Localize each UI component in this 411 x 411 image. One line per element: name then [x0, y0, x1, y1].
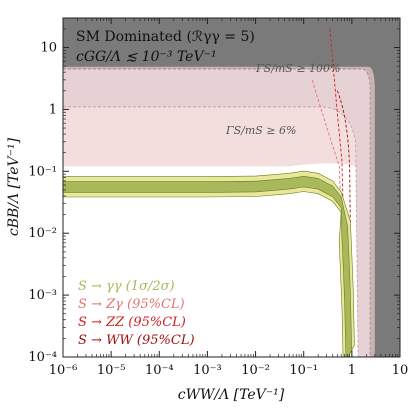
x-axis-label: cWW/Λ [TeV⁻¹] — [178, 387, 285, 403]
legend-entry-gamma-gamma: S → γγ (1σ/2σ) — [78, 279, 175, 294]
band-gamma-gamma-1sigma — [63, 175, 353, 357]
annotation-width-100: ΓS/mS ≥ 100% — [255, 62, 341, 75]
contour-width-100 — [63, 68, 371, 357]
legend-entry-zz: S → ZZ (95%CL) — [78, 315, 186, 330]
ticks-layer — [62, 17, 401, 358]
contour-ww — [336, 90, 353, 357]
y-axis-label: cBB/Λ [TeV⁻¹] — [6, 137, 22, 236]
x-tick-label-5: 10⁻¹ — [289, 363, 318, 378]
contours-layer — [63, 28, 371, 357]
legend-entry-z-gamma: S → Zγ (95%CL) — [78, 297, 185, 312]
y-tick-label-4: 1 — [49, 102, 57, 117]
bands-layer — [63, 170, 355, 357]
x-tick-label-4: 10⁻² — [241, 363, 270, 378]
y-tick-label-1: 10⁻³ — [28, 288, 57, 303]
region-allowed-inner — [63, 106, 359, 357]
contour-zz — [329, 28, 348, 357]
tick-labels-layer: 10⁻⁶ 10⁻⁵ 10⁻⁴ 10⁻³ 10⁻² 10⁻¹ 1 10 10⁻⁴ 10⁻³ 10⁻² 1… — [28, 41, 408, 378]
y-tick-label-2: 10⁻² — [28, 226, 57, 241]
x-tick-label-6: 1 — [348, 363, 356, 378]
y-tick-label-3: 10⁻¹ — [28, 164, 57, 179]
x-tick-label-1: 10⁻⁵ — [97, 363, 126, 378]
x-tick-label-3: 10⁻³ — [193, 363, 222, 378]
chart-title: SM Dominated (ℛγγ = 5) — [76, 29, 255, 45]
contour-z-gamma — [311, 79, 347, 357]
x-tick-label-0: 10⁻⁶ — [49, 363, 78, 378]
x-tick-label-2: 10⁻⁴ — [145, 363, 174, 378]
chart-subtitle: cGG/Λ ≲ 10⁻³ TeV⁻¹ — [76, 49, 217, 65]
legend: S → γγ (1σ/2σ) S → Zγ (95%CL) S → ZZ (95… — [78, 279, 195, 348]
y-tick-label-0: 10⁻⁴ — [28, 350, 57, 365]
plot-frame — [62, 17, 401, 358]
contour-width-6 — [63, 106, 359, 357]
region-width-6 — [63, 106, 356, 167]
y-tick-label-5: 10 — [40, 41, 57, 56]
annotation-width-6: ΓS/mS ≥ 6% — [225, 124, 297, 137]
legend-entry-ww: S → WW (95%CL) — [78, 333, 195, 348]
x-tick-label-7: 10 — [392, 363, 409, 378]
